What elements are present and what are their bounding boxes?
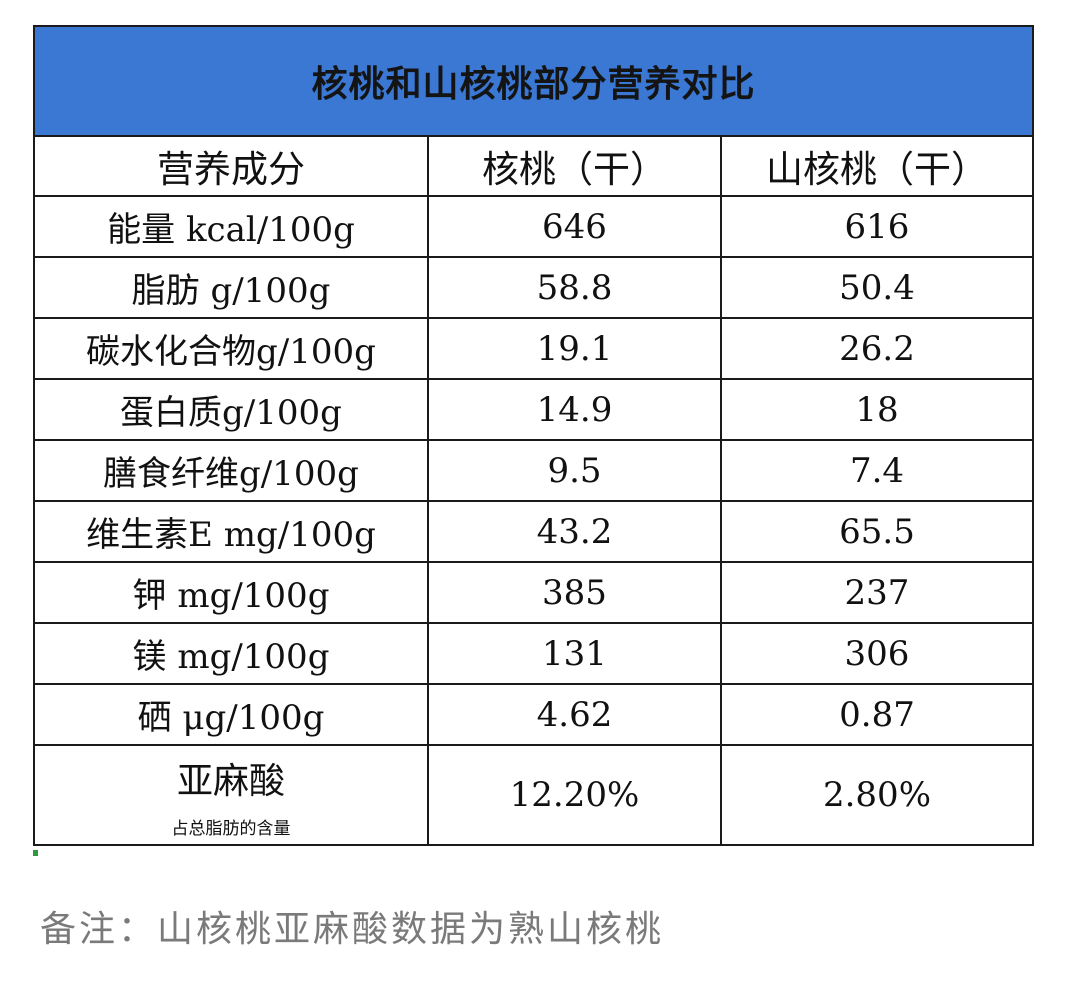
nutrition-comparison-table: 核桃和山核桃部分营养对比 营养成分 核桃（干） 山核桃（干） 能量 kcal/1… — [33, 25, 1034, 846]
hickory-value: 616 — [720, 195, 1034, 258]
walnut-value: 19.1 — [427, 317, 722, 380]
table-row: 能量 kcal/100g 646 616 — [33, 195, 1034, 258]
table-row: 膳食纤维g/100g 9.5 7.4 — [33, 439, 1034, 502]
row-label: 能量 kcal/100g — [33, 195, 429, 258]
row-label: 膳食纤维g/100g — [33, 439, 429, 502]
hickory-value: 65.5 — [720, 500, 1034, 563]
table-row: 钾 mg/100g 385 237 — [33, 561, 1034, 624]
row-label: 硒 μg/100g — [33, 683, 429, 746]
row-label: 脂肪 g/100g — [33, 256, 429, 319]
walnut-value: 646 — [427, 195, 722, 258]
table-title: 核桃和山核桃部分营养对比 — [33, 25, 1034, 137]
walnut-value: 385 — [427, 561, 722, 624]
row-label: 钾 mg/100g — [33, 561, 429, 624]
header-hickory: 山核桃（干） — [720, 135, 1034, 197]
walnut-value: 9.5 — [427, 439, 722, 502]
table-row: 蛋白质g/100g 14.9 18 — [33, 378, 1034, 441]
hickory-value: 18 — [720, 378, 1034, 441]
row-label: 蛋白质g/100g — [33, 378, 429, 441]
table-row: 镁 mg/100g 131 306 — [33, 622, 1034, 685]
row-label: 碳水化合物g/100g — [33, 317, 429, 380]
walnut-value: 12.20% — [427, 744, 722, 846]
row-label-linolenic: 亚麻酸 占总脂肪的含量 — [33, 744, 429, 846]
table-row: 碳水化合物g/100g 19.1 26.2 — [33, 317, 1034, 380]
table-row: 硒 μg/100g 4.62 0.87 — [33, 683, 1034, 746]
walnut-value: 43.2 — [427, 500, 722, 563]
header-nutrient: 营养成分 — [33, 135, 429, 197]
table-row: 脂肪 g/100g 58.8 50.4 — [33, 256, 1034, 319]
walnut-value: 4.62 — [427, 683, 722, 746]
hickory-value: 26.2 — [720, 317, 1034, 380]
walnut-value: 14.9 — [427, 378, 722, 441]
linolenic-sublabel: 占总脂肪的含量 — [171, 818, 291, 839]
linolenic-label: 亚麻酸 — [176, 760, 285, 802]
row-label: 维生素E mg/100g — [33, 500, 429, 563]
walnut-value: 131 — [427, 622, 722, 685]
walnut-value: 58.8 — [427, 256, 722, 319]
header-walnut: 核桃（干） — [427, 135, 722, 197]
hickory-value: 7.4 — [720, 439, 1034, 502]
hickory-value: 0.87 — [720, 683, 1034, 746]
hickory-value: 2.80% — [720, 744, 1034, 846]
hickory-value: 50.4 — [720, 256, 1034, 319]
header-row: 营养成分 核桃（干） 山核桃（干） — [33, 135, 1034, 197]
hickory-value: 237 — [720, 561, 1034, 624]
footnote: 备注：山核桃亚麻酸数据为熟山核桃 — [40, 909, 665, 950]
hickory-value: 306 — [720, 622, 1034, 685]
nutrition-comparison-table-container: 核桃和山核桃部分营养对比 营养成分 核桃（干） 山核桃（干） 能量 kcal/1… — [33, 25, 1034, 846]
table-row: 维生素E mg/100g 43.2 65.5 — [33, 500, 1034, 563]
row-label: 镁 mg/100g — [33, 622, 429, 685]
table-row-linolenic: 亚麻酸 占总脂肪的含量 12.20% 2.80% — [33, 744, 1034, 846]
corner-mark — [33, 850, 38, 856]
